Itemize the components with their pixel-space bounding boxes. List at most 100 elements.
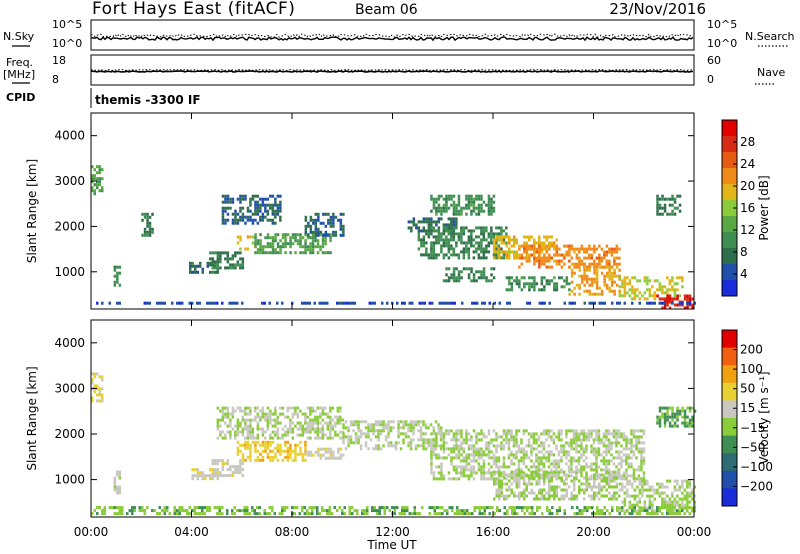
heatmap-cell xyxy=(246,412,250,416)
heatmap-cell xyxy=(676,488,679,492)
heatmap-cell xyxy=(163,506,166,510)
heatmap-cell xyxy=(560,285,564,289)
nave-label: Nave xyxy=(757,66,785,79)
heatmap-cell xyxy=(430,468,433,472)
heatmap-cell xyxy=(492,232,496,236)
heatmap-cell xyxy=(651,301,654,305)
heatmap-cell xyxy=(490,232,493,236)
colorbar-swatch xyxy=(722,400,737,419)
heatmap-cell xyxy=(431,301,434,305)
heatmap-cell xyxy=(412,420,415,424)
heatmap-cell xyxy=(508,485,511,489)
heatmap-cell xyxy=(605,476,608,480)
heatmap-cell xyxy=(319,427,322,431)
heatmap-cell xyxy=(640,447,643,451)
heatmap-cell xyxy=(271,236,275,240)
heatmap-cell xyxy=(206,301,209,305)
heatmap-cell xyxy=(452,444,456,448)
heatmap-cell xyxy=(595,262,599,266)
heatmap-cell xyxy=(447,432,451,436)
heatmap-cell xyxy=(389,444,393,448)
heatmap-cell xyxy=(281,406,285,410)
heatmap-cell xyxy=(379,423,383,427)
heatmap-cell xyxy=(498,509,501,513)
heatmap-cell xyxy=(322,447,325,451)
heatmap-cell xyxy=(548,253,551,257)
heatmap-cell xyxy=(216,474,220,478)
heatmap-cell xyxy=(523,479,526,483)
heatmap-cell xyxy=(261,203,265,207)
heatmap-cell xyxy=(487,212,491,216)
heatmap-cell xyxy=(623,500,627,504)
heatmap-cell xyxy=(427,444,430,448)
heatmap-cell xyxy=(612,462,616,466)
heatmap-cell xyxy=(490,209,493,213)
heatmap-cell xyxy=(445,223,448,227)
heatmap-cell xyxy=(656,288,659,292)
heatmap-cell xyxy=(276,433,280,437)
heatmap-cell xyxy=(253,509,256,513)
heatmap-cell xyxy=(334,424,337,428)
heatmap-cell xyxy=(239,443,242,447)
heatmap-cell xyxy=(470,194,473,198)
heatmap-cell xyxy=(617,474,621,478)
heatmap-cell xyxy=(286,449,290,453)
heatmap-cell xyxy=(610,441,613,445)
heatmap-cell xyxy=(236,251,240,255)
heatmap-cell xyxy=(673,509,677,513)
heatmap-cell xyxy=(621,485,624,489)
heatmap-cell xyxy=(435,229,438,233)
heatmap-cell xyxy=(520,470,523,474)
heatmap-cell xyxy=(517,468,521,472)
heatmap-cell xyxy=(276,427,280,431)
heatmap-cell xyxy=(638,291,642,295)
heatmap-cell xyxy=(497,232,501,236)
heatmap-cell xyxy=(475,194,478,198)
heatmap-cell xyxy=(557,438,561,442)
heatmap-cell xyxy=(615,474,618,478)
heatmap-cell xyxy=(671,288,674,292)
heatmap-cell xyxy=(472,209,476,213)
heatmap-cell xyxy=(173,506,176,510)
heatmap-cell xyxy=(522,471,526,475)
heatmap-cell xyxy=(206,261,209,265)
heatmap-cell xyxy=(229,418,232,422)
heatmap-cell xyxy=(510,459,513,463)
heatmap-cell xyxy=(653,509,657,513)
heatmap-cell xyxy=(640,450,643,454)
heatmap-cell xyxy=(178,512,181,516)
heatmap-cell xyxy=(510,244,513,248)
heatmap-cell xyxy=(201,474,204,478)
heatmap-cell xyxy=(239,247,242,251)
heatmap-cell xyxy=(261,415,265,419)
heatmap-cell xyxy=(508,473,511,477)
heatmap-cell xyxy=(191,477,194,481)
heatmap-cell xyxy=(299,239,302,243)
heatmap-cell xyxy=(294,409,297,413)
heatmap-cell xyxy=(199,264,202,268)
heatmap-cell xyxy=(507,447,511,451)
heatmap-cell xyxy=(605,479,608,483)
heatmap-cell xyxy=(342,233,345,237)
heatmap-cell xyxy=(681,303,684,307)
heatmap-cell xyxy=(648,497,652,501)
heatmap-cell xyxy=(486,506,489,510)
heatmap-cell xyxy=(653,297,657,301)
heatmap-cell xyxy=(224,412,227,416)
heatmap-cell xyxy=(613,289,616,293)
heatmap-cell xyxy=(625,471,628,475)
heatmap-cell xyxy=(276,430,280,434)
heatmap-cell xyxy=(575,471,578,475)
heatmap-cell xyxy=(578,256,581,260)
heatmap-cell xyxy=(508,479,511,483)
heatmap-cell xyxy=(686,406,689,410)
heatmap-cell xyxy=(251,430,255,434)
heatmap-cell xyxy=(236,468,240,472)
heatmap-cell xyxy=(231,412,235,416)
heatmap-cell xyxy=(216,471,220,475)
heatmap-cell xyxy=(289,239,292,243)
heatmap-cell xyxy=(241,509,244,513)
heatmap-cell xyxy=(612,441,616,445)
heatmap-cell xyxy=(342,423,345,427)
heatmap-cell xyxy=(535,432,538,436)
